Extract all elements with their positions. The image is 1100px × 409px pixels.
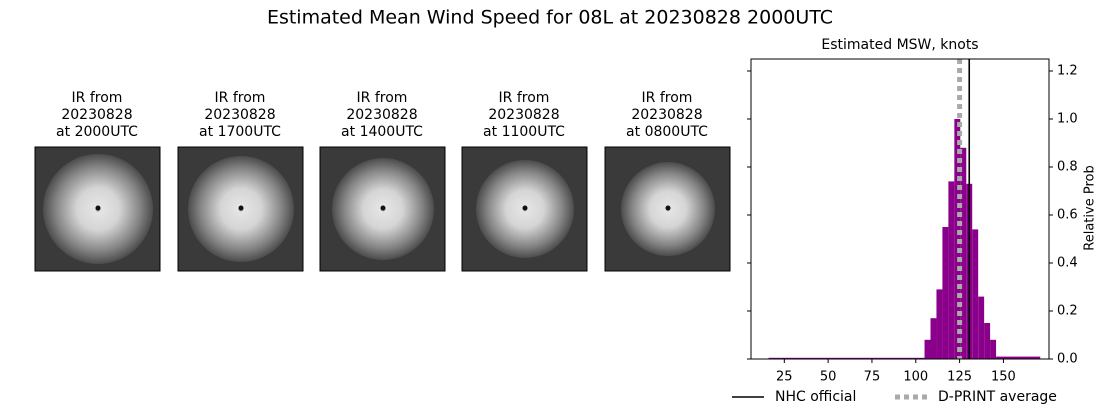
x-tick-label: 75 xyxy=(864,370,881,385)
bar xyxy=(978,296,985,359)
bar xyxy=(948,181,955,359)
bar xyxy=(942,227,949,359)
x-tick-label: 50 xyxy=(820,370,837,385)
figure-title: Estimated Mean Wind Speed for 08L at 202… xyxy=(267,7,833,29)
chart-title: Estimated MSW, knots xyxy=(821,37,978,53)
y-tick-label: 1.0 xyxy=(1057,112,1078,127)
bar xyxy=(996,356,1041,359)
storm-eye xyxy=(95,205,101,211)
panel-label: IR from xyxy=(642,90,693,106)
panel-label: at 1700UTC xyxy=(199,124,281,140)
plot-frame xyxy=(750,58,1050,360)
x-tick-label: 150 xyxy=(991,370,1016,385)
panel-label: 20230828 xyxy=(631,107,702,123)
y-tick-label: 0.2 xyxy=(1057,304,1078,319)
panel-label: IR from xyxy=(499,90,550,106)
panel-label: 20230828 xyxy=(346,107,417,123)
panel-label: at 1400UTC xyxy=(341,124,423,140)
bar xyxy=(936,289,943,359)
y-tick-label: 1.2 xyxy=(1057,64,1078,79)
panel-label: 20230828 xyxy=(61,107,132,123)
bar xyxy=(930,318,937,359)
bar xyxy=(960,147,967,359)
storm-eye xyxy=(522,205,528,211)
y-tick-label: 0.0 xyxy=(1057,352,1078,367)
panel-label: IR from xyxy=(357,90,408,106)
panel-label: IR from xyxy=(215,90,266,106)
x-tick-label: 125 xyxy=(947,370,972,385)
legend-label: D-PRINT average xyxy=(938,389,1057,405)
bar xyxy=(972,229,979,359)
x-tick-label: 25 xyxy=(776,370,793,385)
x-tick-label: 100 xyxy=(903,370,928,385)
bar xyxy=(924,339,931,359)
panel-label: 20230828 xyxy=(204,107,275,123)
y-tick-label: 0.4 xyxy=(1057,256,1078,271)
legend-label: NHC official xyxy=(775,389,856,405)
panel-label: at 1100UTC xyxy=(483,124,565,140)
y-axis-label: Relative Prob xyxy=(1083,165,1098,250)
panel-label: IR from xyxy=(72,90,123,106)
y-tick-label: 0.6 xyxy=(1057,208,1078,223)
storm-eye xyxy=(380,205,386,211)
panel-label: 20230828 xyxy=(488,107,559,123)
panel-label: at 0800UTC xyxy=(626,124,708,140)
storm-eye xyxy=(238,205,244,211)
bar xyxy=(984,323,991,359)
bar xyxy=(768,357,925,359)
storm-eye xyxy=(665,205,671,211)
y-tick-label: 0.8 xyxy=(1057,160,1078,175)
bar xyxy=(990,339,997,359)
panel-label: at 2000UTC xyxy=(56,124,138,140)
